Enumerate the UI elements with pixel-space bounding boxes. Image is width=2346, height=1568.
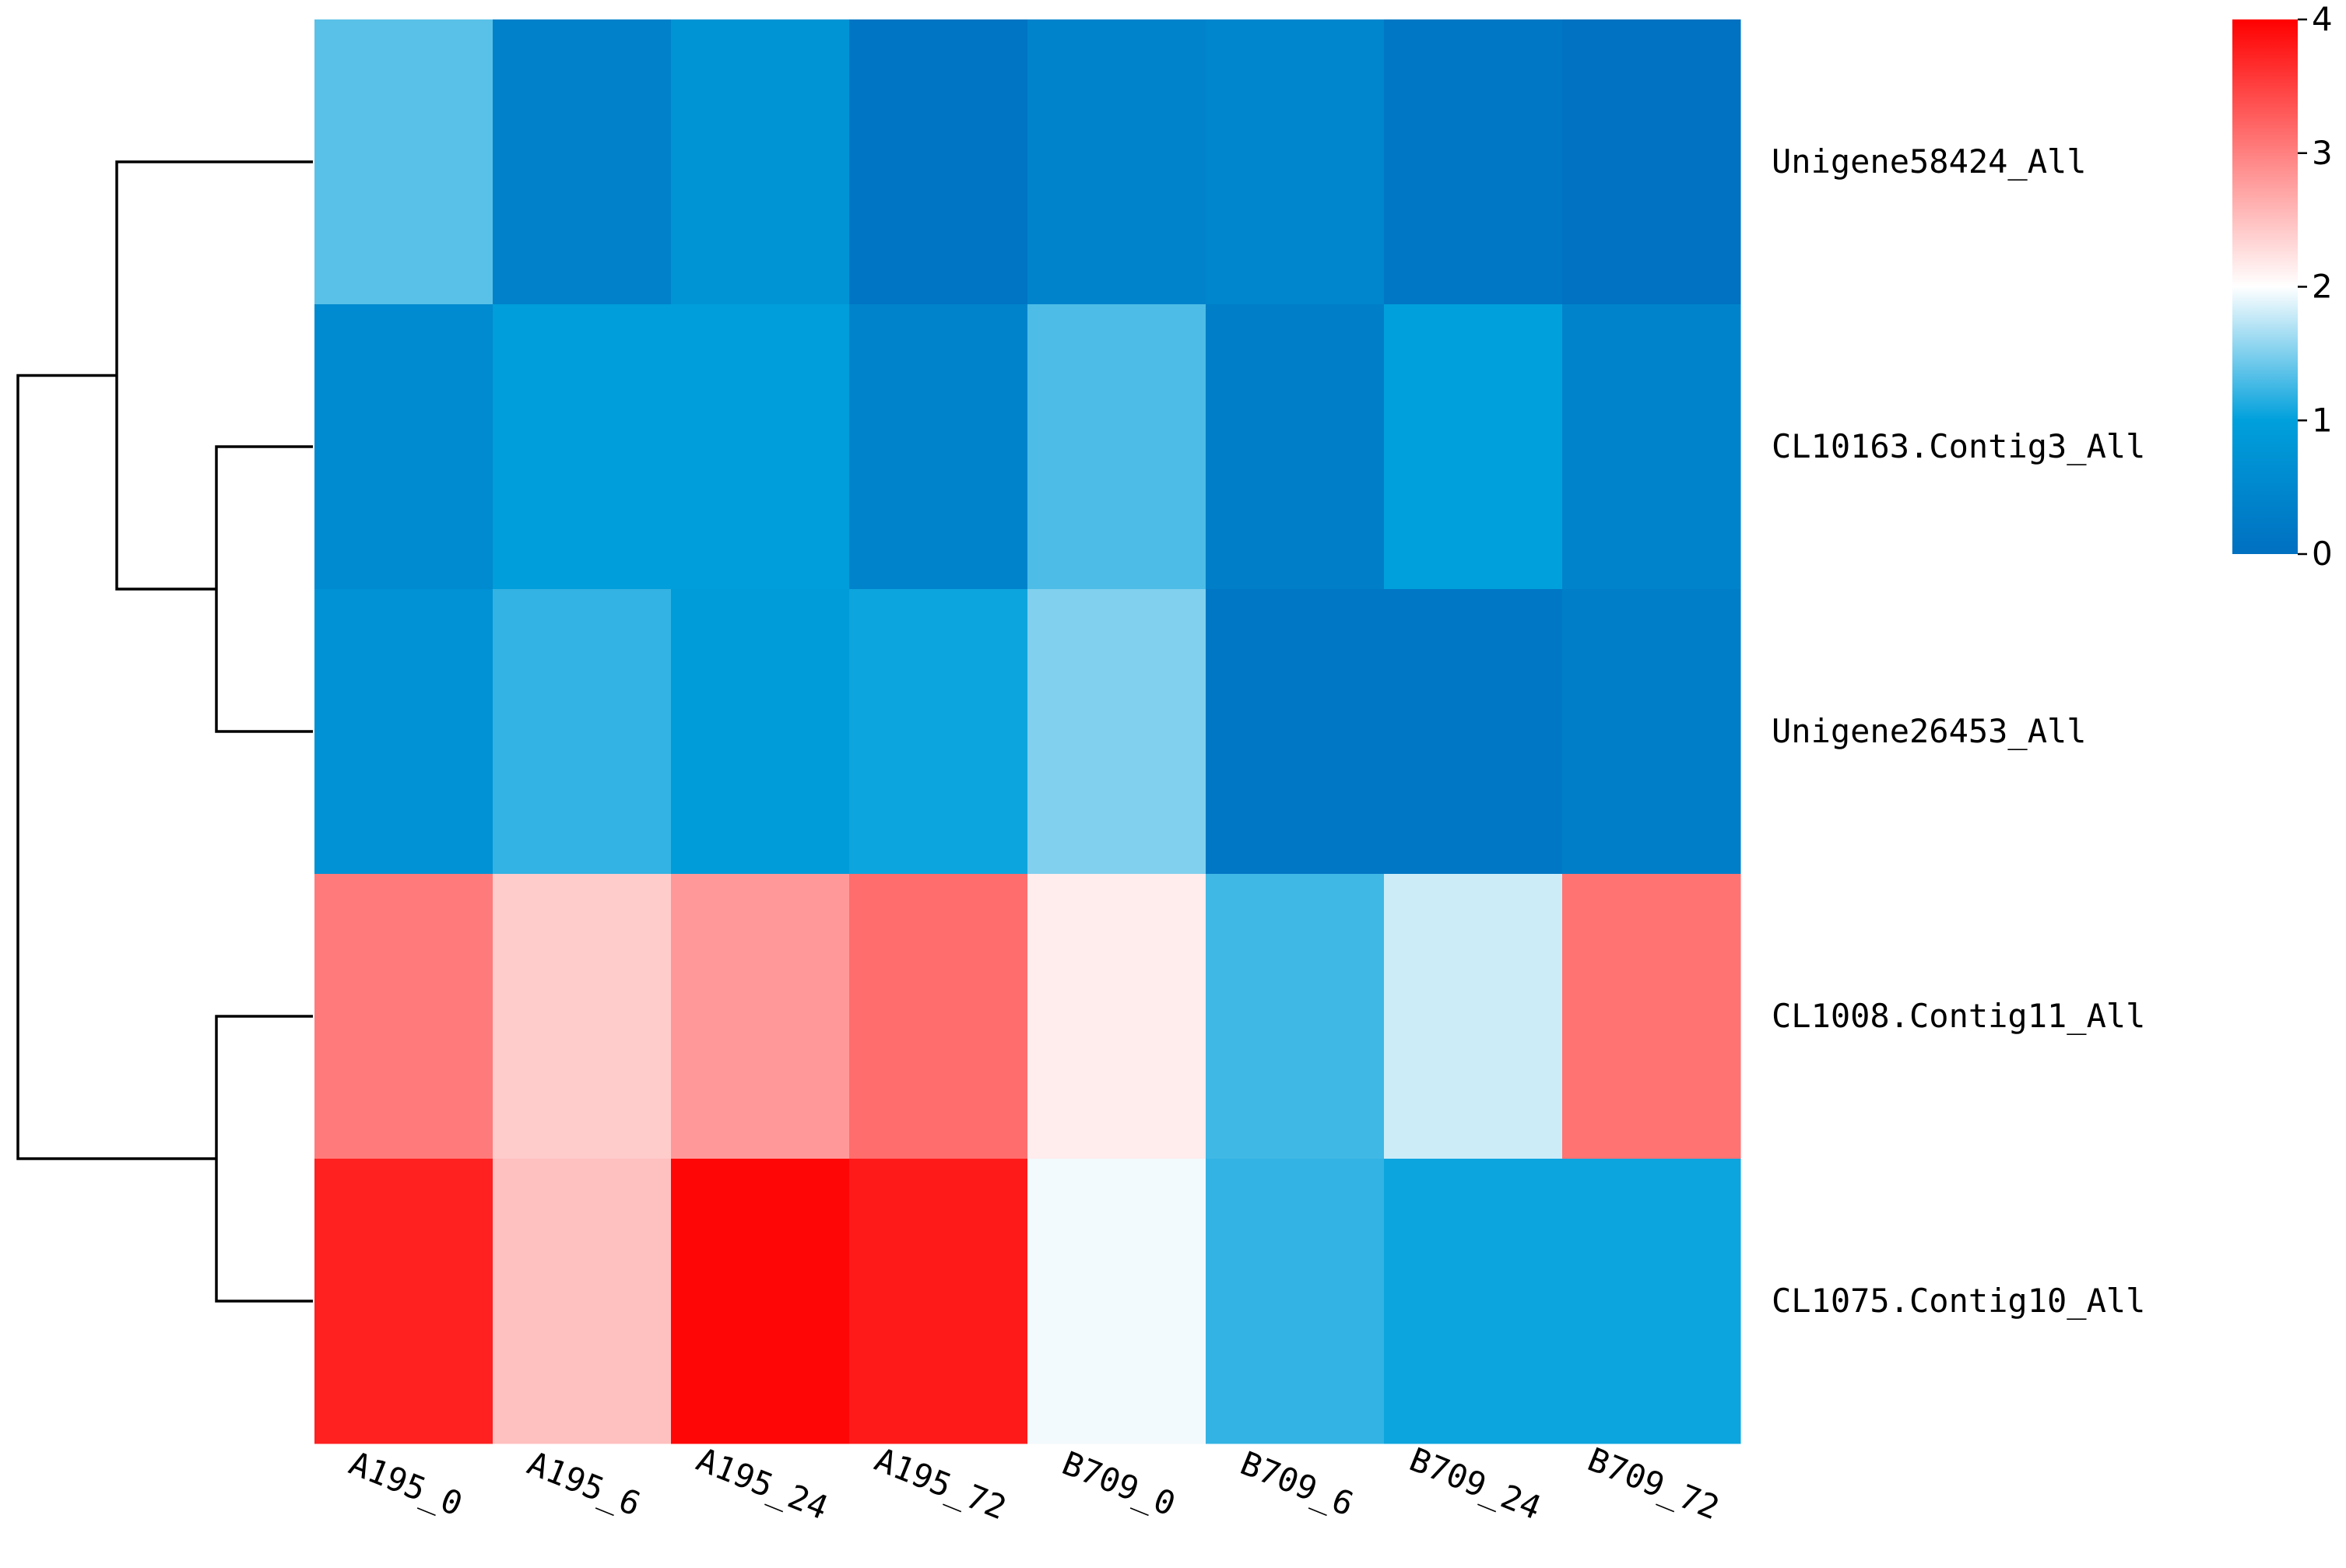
colorbar-ticks: 0 1 2 3 4 bbox=[2298, 0, 2333, 573]
heatmap-cell bbox=[671, 874, 850, 1159]
heatmap-cell bbox=[314, 304, 493, 590]
column-label: B709_0 bbox=[1057, 1443, 1181, 1523]
row-labels: Unigene58424_All CL10163.Contig3_All Unige… bbox=[1772, 142, 2145, 1320]
heatmap-cell bbox=[314, 1159, 493, 1444]
heatmap-cell bbox=[1384, 19, 1563, 305]
row-dendrogram bbox=[16, 160, 313, 1303]
heatmap-cell bbox=[671, 19, 850, 305]
heatmap-cell bbox=[1384, 589, 1563, 875]
heatmap-cell bbox=[1027, 589, 1206, 875]
heatmap-cell bbox=[1027, 304, 1206, 590]
row-label: CL1075.Contig10_All bbox=[1772, 1282, 2145, 1320]
heatmap-cell bbox=[849, 304, 1028, 590]
heatmap-cell bbox=[1206, 304, 1385, 590]
heatmap-cells bbox=[314, 19, 1741, 1444]
heatmap-cell bbox=[1206, 589, 1385, 875]
column-label: A195_0 bbox=[344, 1443, 468, 1523]
dendrogram-branch bbox=[16, 374, 216, 1160]
heatmap-cell bbox=[493, 874, 672, 1159]
colorbar-tick-label: 3 bbox=[2312, 134, 2333, 172]
heatmap-cell bbox=[1562, 304, 1741, 590]
heatmap-cell bbox=[1027, 874, 1206, 1159]
heatmap-cell bbox=[1027, 1159, 1206, 1444]
heatmap-cell bbox=[493, 589, 672, 875]
row-label: Unigene26453_All bbox=[1772, 712, 2087, 750]
dendrogram-branch bbox=[215, 445, 313, 733]
heatmap-cell bbox=[671, 589, 850, 875]
colorbar-tick-label: 0 bbox=[2312, 535, 2333, 573]
heatmap-cell bbox=[493, 304, 672, 590]
heatmap-cell bbox=[1562, 874, 1741, 1159]
heatmap-cell bbox=[1562, 589, 1741, 875]
row-label: CL10163.Contig3_All bbox=[1772, 427, 2145, 465]
column-label: B709_72 bbox=[1582, 1440, 1724, 1528]
heatmap-cell bbox=[1562, 1159, 1741, 1444]
heatmap-cell bbox=[314, 589, 493, 875]
dendrogram-branch bbox=[215, 1015, 313, 1303]
heatmap-cell bbox=[1206, 1159, 1385, 1444]
heatmap-cell bbox=[1206, 19, 1385, 305]
row-label: CL1008.Contig11_All bbox=[1772, 997, 2145, 1035]
heatmap-cell bbox=[1027, 19, 1206, 305]
heatmap-cell bbox=[1384, 1159, 1563, 1444]
colorbar-tick-label: 1 bbox=[2312, 401, 2333, 439]
heatmap-cell bbox=[849, 19, 1028, 305]
column-label: B709_24 bbox=[1404, 1440, 1546, 1528]
heatmap-cell bbox=[314, 19, 493, 305]
row-label: Unigene58424_All bbox=[1772, 142, 2087, 181]
colorbar: 0 1 2 3 4 bbox=[2232, 0, 2333, 573]
heatmap-cell bbox=[671, 1159, 850, 1444]
heatmap-cell bbox=[849, 1159, 1028, 1444]
colorbar-tick-label: 4 bbox=[2312, 0, 2333, 38]
heatmap-cell bbox=[1562, 19, 1741, 305]
heatmap-cell bbox=[849, 874, 1028, 1159]
colorbar-tick-label: 2 bbox=[2312, 268, 2333, 306]
colorbar-gradient bbox=[2232, 19, 2298, 554]
column-label: A195_24 bbox=[691, 1440, 833, 1528]
heatmap-cell bbox=[314, 874, 493, 1159]
column-labels: A195_0 A195_6 A195_24 A195_72 B709_0 B709_6 B7… bbox=[344, 1440, 1725, 1528]
column-label: A195_6 bbox=[522, 1443, 646, 1523]
heatmap-cell bbox=[1384, 304, 1563, 590]
heatmap-cell bbox=[1206, 874, 1385, 1159]
heatmap-cell bbox=[493, 1159, 672, 1444]
column-label: B709_6 bbox=[1235, 1443, 1359, 1523]
heatmap-cell bbox=[493, 19, 672, 305]
column-label: A195_72 bbox=[869, 1440, 1011, 1528]
heatmap-cell bbox=[849, 589, 1028, 875]
heatmap-cell bbox=[671, 304, 850, 590]
heatmap-cell bbox=[1384, 874, 1563, 1159]
dendrogram-branch bbox=[115, 160, 313, 591]
